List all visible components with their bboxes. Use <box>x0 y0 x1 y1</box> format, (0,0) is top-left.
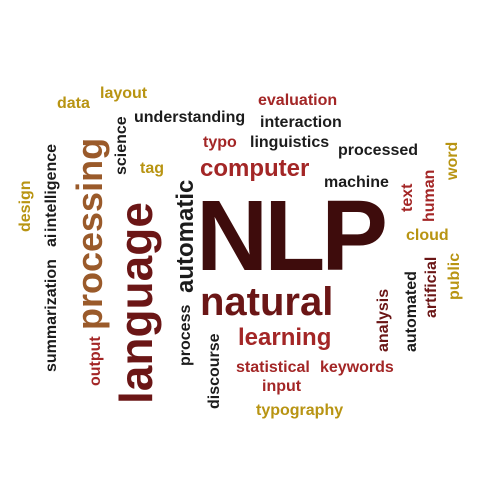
word-linguistics: linguistics <box>250 134 330 151</box>
word-typo: typo <box>203 134 237 151</box>
word-tag: tag <box>140 160 164 177</box>
word-processing: processing <box>69 137 110 330</box>
word-analysis: analysis <box>375 288 392 352</box>
word-intelligence: intelligence <box>43 143 60 232</box>
word-word: word <box>444 141 461 180</box>
word-evaluation: evaluation <box>258 92 338 109</box>
word-cloud: cloud <box>406 227 449 244</box>
word-output: output <box>87 336 104 386</box>
word-typography: typography <box>256 402 344 419</box>
word-computer: computer <box>200 155 310 182</box>
word-public: public <box>446 252 463 300</box>
word-statistical: statistical <box>236 359 310 376</box>
word-understanding: understanding <box>134 109 246 126</box>
word-interaction: interaction <box>260 114 342 131</box>
word-natural: natural <box>200 280 334 324</box>
word-discourse: discourse <box>206 333 223 409</box>
word-input: input <box>262 378 302 395</box>
word-machine: machine <box>324 174 389 191</box>
word-science: science <box>113 116 130 175</box>
word-ai: ai <box>43 233 60 247</box>
word-layout: layout <box>100 85 148 102</box>
word-human: human <box>421 169 438 222</box>
word-language: language <box>110 202 162 404</box>
word-automated: automated <box>403 271 420 352</box>
word-text: text <box>399 183 416 212</box>
word-keywords: keywords <box>320 359 394 376</box>
word-automatic: automatic <box>172 179 199 293</box>
word-design: design <box>17 180 34 232</box>
word-process: process <box>177 304 194 366</box>
word-nlp: NLP <box>196 180 388 292</box>
word-processed: processed <box>338 142 419 159</box>
word-summarization: summarization <box>43 259 60 372</box>
word-learning: learning <box>238 324 332 351</box>
word-data: data <box>57 95 90 112</box>
word-artificial: artificial <box>423 256 440 318</box>
